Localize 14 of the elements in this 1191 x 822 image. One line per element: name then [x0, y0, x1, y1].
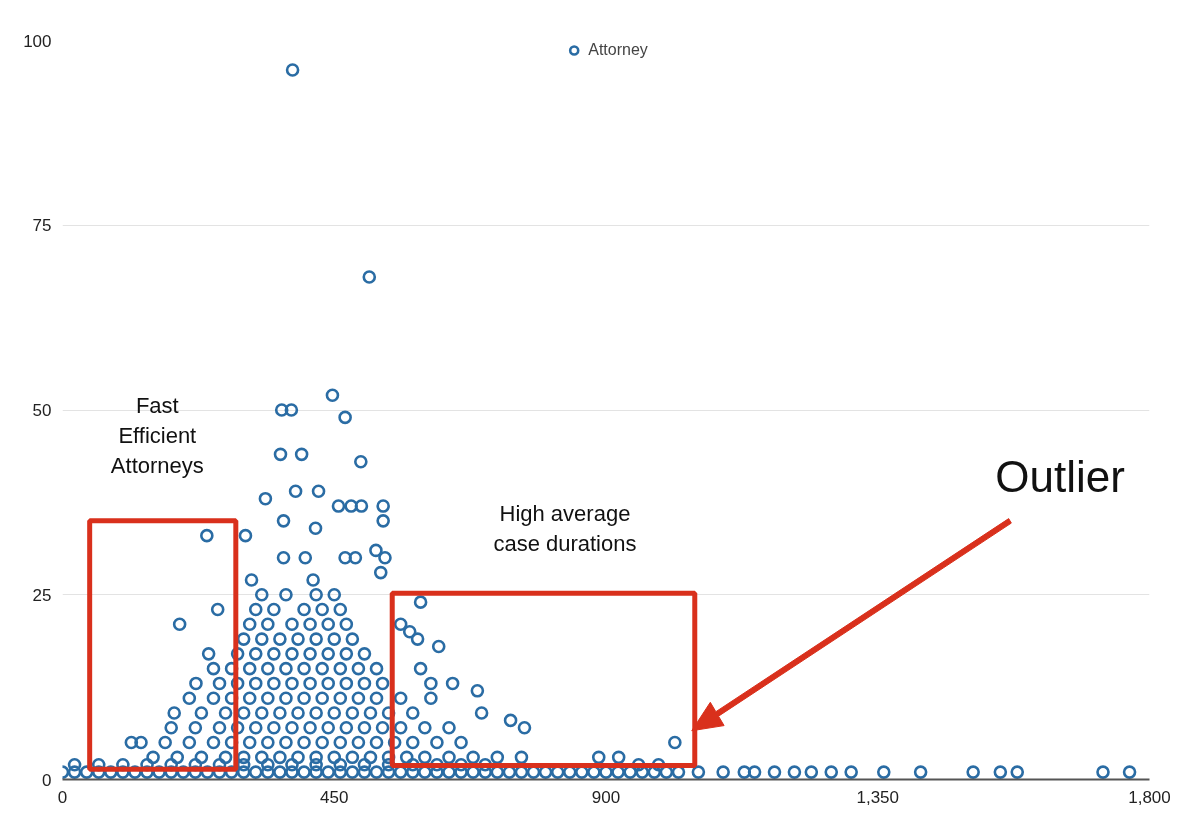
y-tick-label: 25 [32, 585, 52, 605]
x-tick-label: 450 [320, 787, 349, 807]
y-tick-label: 0 [42, 770, 52, 790]
y-tick-label: 75 [32, 216, 52, 236]
y-tick-label: 50 [32, 401, 52, 420]
x-tick-label: 0 [57, 787, 68, 807]
x-tick-label: 900 [591, 787, 621, 807]
annotation: High average case durations [493, 500, 637, 556]
y-tick-label: 100 [23, 31, 52, 51]
annotation: Outlier [995, 452, 1125, 502]
annotation: Fast Efficient Attorneys [110, 393, 204, 479]
x-tick-label: 1,350 [856, 787, 900, 807]
legend-label: Attorney [588, 41, 648, 59]
x-tick-label: 1,800 [1128, 787, 1171, 807]
